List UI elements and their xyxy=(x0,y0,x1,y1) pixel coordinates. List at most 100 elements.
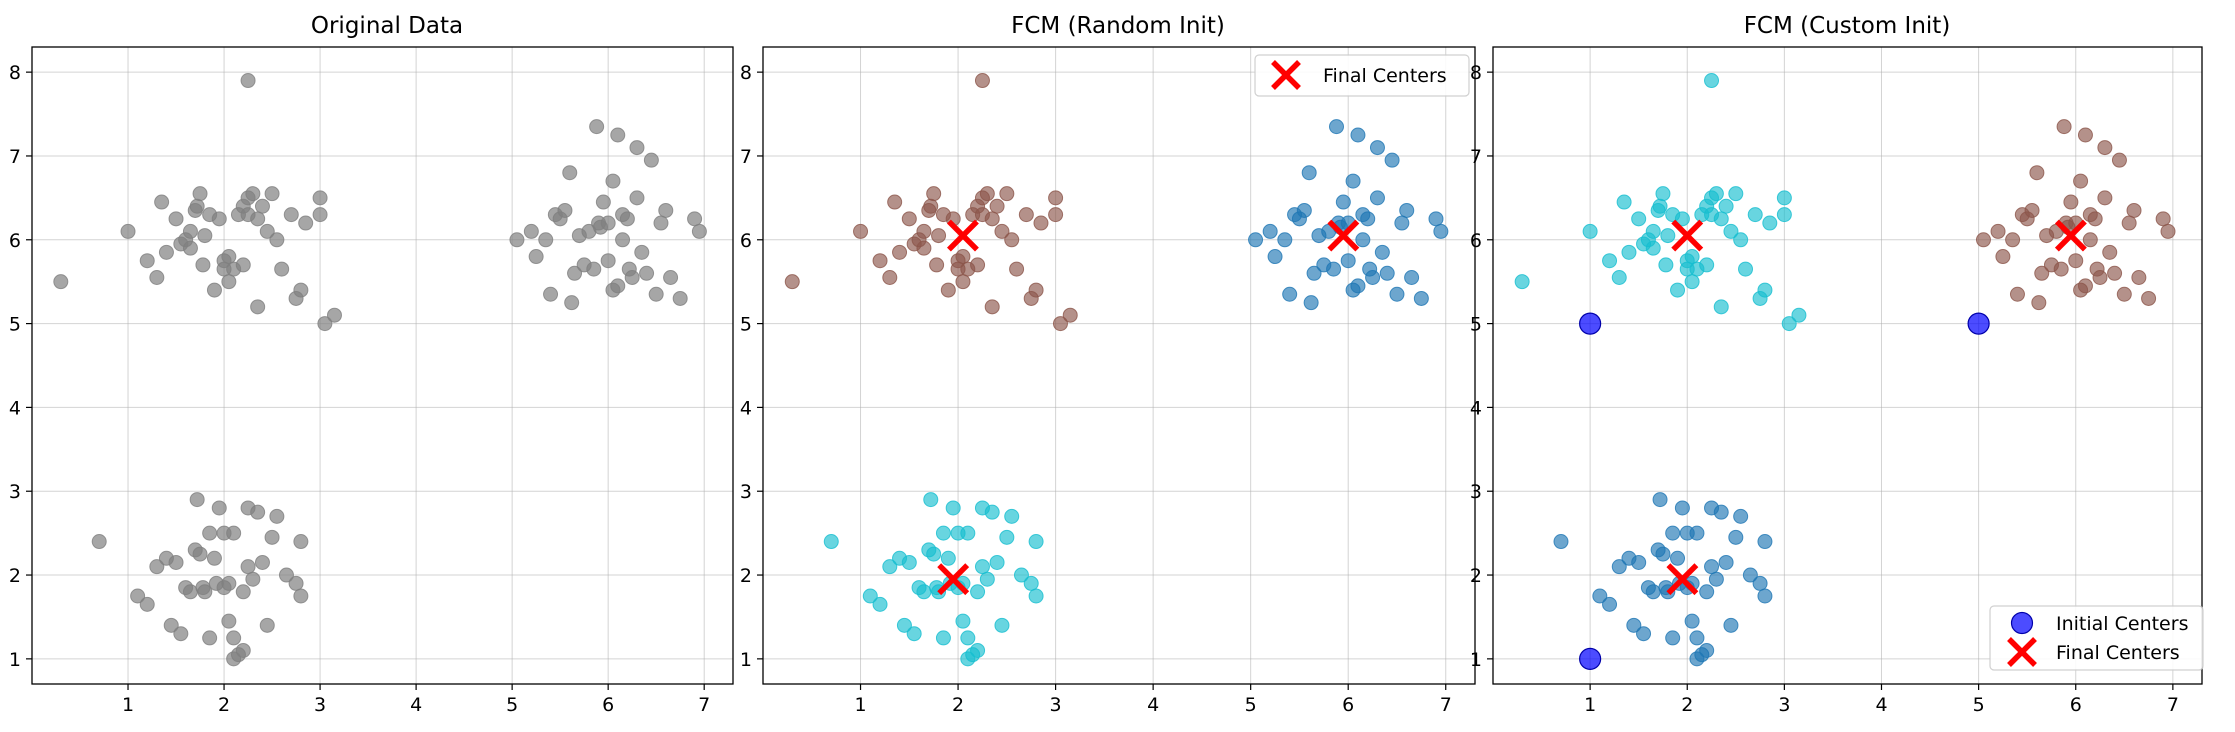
y-tick-label: 5 xyxy=(1470,314,1482,336)
data-point xyxy=(274,261,290,277)
data-point xyxy=(1028,282,1044,298)
data-point xyxy=(2107,265,2123,281)
data-point xyxy=(509,232,525,248)
legend-label: Initial Centers xyxy=(2056,613,2188,635)
data-point xyxy=(1733,508,1749,524)
data-point xyxy=(653,215,669,231)
y-tick-label: 7 xyxy=(9,146,21,168)
data-point xyxy=(1345,173,1361,189)
data-point xyxy=(2097,190,2113,206)
data-point xyxy=(158,244,174,260)
data-point xyxy=(1699,584,1715,600)
x-tick-label: 7 xyxy=(1440,694,1452,716)
data-point xyxy=(1747,207,1763,223)
data-point xyxy=(264,529,280,545)
x-tick-label: 6 xyxy=(602,694,614,716)
data-point xyxy=(1340,253,1356,269)
data-point xyxy=(643,152,659,168)
data-point xyxy=(2116,286,2132,302)
data-point xyxy=(197,584,213,600)
data-point xyxy=(648,286,664,302)
data-point xyxy=(130,588,146,604)
x-tick-label: 2 xyxy=(218,694,230,716)
y-tick-label: 2 xyxy=(1470,565,1482,587)
y-tick-label: 5 xyxy=(740,314,752,336)
data-point xyxy=(1670,550,1686,566)
data-point xyxy=(999,529,1015,545)
legend-frame xyxy=(1254,54,1470,97)
data-point xyxy=(259,223,275,239)
data-point xyxy=(1028,588,1044,604)
data-point xyxy=(240,73,256,89)
data-point xyxy=(293,588,309,604)
plot-area: 1 2 3 4 5 6 7 1 2 3 4 5 6 7 8 xyxy=(740,46,1476,716)
data-point xyxy=(691,223,707,239)
data-point xyxy=(600,215,616,231)
data-point xyxy=(1277,232,1293,248)
data-point xyxy=(2141,290,2157,306)
y-tick-label: 8 xyxy=(740,62,752,84)
data-point xyxy=(1048,190,1064,206)
data-point xyxy=(298,215,314,231)
y-tick-label: 6 xyxy=(9,230,21,252)
data-point xyxy=(989,198,1005,214)
data-point xyxy=(984,504,1000,520)
data-point xyxy=(2005,232,2021,248)
data-point xyxy=(1013,567,1029,583)
data-point xyxy=(250,504,266,520)
data-point xyxy=(312,207,328,223)
data-point xyxy=(896,617,912,633)
data-point xyxy=(192,186,208,202)
data-point xyxy=(1704,73,1720,89)
data-point xyxy=(1384,152,1400,168)
x-tick-label: 3 xyxy=(1778,694,1790,716)
grid xyxy=(32,47,733,684)
data-point xyxy=(182,223,198,239)
data-point xyxy=(182,240,198,256)
data-points xyxy=(53,73,707,667)
data-point xyxy=(1399,202,1415,218)
data-point xyxy=(970,584,986,600)
data-point xyxy=(629,140,645,156)
data-point xyxy=(2097,140,2113,156)
y-tick-label: 5 xyxy=(9,314,21,336)
data-point xyxy=(1602,253,1618,269)
data-point xyxy=(1023,575,1039,591)
data-point xyxy=(955,613,971,629)
data-point xyxy=(53,274,69,290)
cross-stroke xyxy=(947,219,979,252)
data-point xyxy=(2024,202,2040,218)
data-point xyxy=(1674,500,1690,516)
data-point xyxy=(1718,554,1734,570)
data-point xyxy=(1781,316,1797,332)
x-tick-label: 4 xyxy=(1147,694,1159,716)
initial-center-marker xyxy=(1579,312,1602,335)
data-point xyxy=(1645,240,1661,256)
data-point xyxy=(1301,165,1317,181)
data-point xyxy=(1413,290,1429,306)
panel-original-data: 1 2 3 4 5 6 7 1 2 3 4 5 6 7 8 Original Data xyxy=(9,13,734,716)
data-point xyxy=(984,299,1000,315)
initial-center-marker xyxy=(1579,647,1602,670)
axes-frame xyxy=(31,46,734,685)
data-point xyxy=(245,571,261,587)
y-tick-label: 4 xyxy=(9,397,21,419)
data-point xyxy=(250,211,266,227)
data-point xyxy=(1728,529,1744,545)
data-point xyxy=(1723,223,1739,239)
data-point xyxy=(979,186,995,202)
data-point xyxy=(1267,249,1283,265)
data-point xyxy=(1602,596,1618,612)
legend-frame xyxy=(1989,605,2204,671)
data-point xyxy=(1592,588,1608,604)
x-tick-label: 5 xyxy=(506,694,518,716)
plot-area: 1 2 3 4 5 6 7 1 2 3 4 5 6 7 8 xyxy=(9,46,734,716)
ticks: 1 2 3 4 5 6 7 1 2 3 4 5 6 7 8 xyxy=(740,62,1452,716)
data-point xyxy=(2077,127,2093,143)
data-point xyxy=(994,223,1010,239)
final-centers xyxy=(1666,219,2087,596)
data-point xyxy=(892,244,908,260)
data-point xyxy=(1699,257,1715,273)
legend-label: Final Centers xyxy=(1323,65,1447,87)
x-tick-label: 1 xyxy=(1584,694,1596,716)
